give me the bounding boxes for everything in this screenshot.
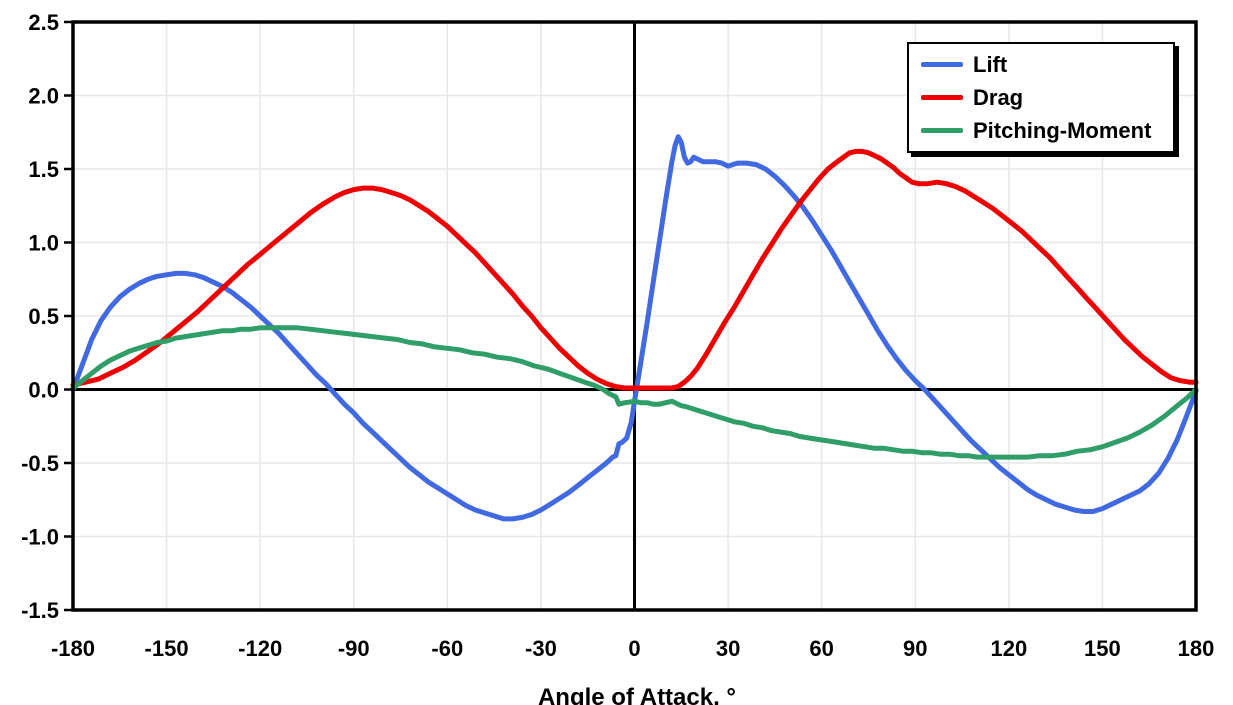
x-tick-label: 30: [716, 636, 740, 661]
y-tick-label: 0.0: [28, 378, 59, 403]
x-tick-label: 90: [903, 636, 927, 661]
legend-item-drag: Drag: [921, 84, 1173, 110]
x-tick-label: 150: [1084, 636, 1121, 661]
y-tick-label: 1.5: [28, 157, 59, 182]
y-tick-label: 2.5: [28, 10, 59, 35]
x-axis-label: Angle of Attack, °: [537, 684, 737, 705]
y-tick-label: 2.0: [28, 84, 59, 109]
x-tick-label: 120: [990, 636, 1027, 661]
x-tick-label: -180: [51, 636, 95, 661]
legend-label-pitching-moment: Pitching-Moment: [973, 117, 1152, 143]
x-tick-label: -120: [238, 636, 282, 661]
legend-swatch-pitching-moment: [921, 128, 963, 133]
y-tick-label: 1.0: [28, 231, 59, 256]
y-tick-label: 0.5: [28, 304, 59, 329]
x-tick-label: -30: [525, 636, 557, 661]
legend-item-pitching-moment: Pitching-Moment: [921, 117, 1173, 143]
legend-swatch-lift: [921, 62, 963, 67]
x-tick-label: -60: [431, 636, 463, 661]
y-tick-label: -1.0: [21, 525, 59, 550]
legend-item-lift: Lift: [921, 51, 1173, 77]
curve-pitching-moment: [70, 325, 1199, 460]
curve-drag: [70, 148, 1199, 391]
legend: Lift Drag Pitching-Moment: [907, 42, 1175, 153]
legend-label-drag: Drag: [973, 84, 1024, 110]
x-tick-label: 180: [1178, 636, 1215, 661]
y-tick-label: -1.5: [21, 598, 59, 623]
legend-label-lift: Lift: [973, 51, 1008, 77]
x-tick-label: -90: [338, 636, 370, 661]
legend-swatch-drag: [921, 95, 963, 100]
y-tick-label: -0.5: [21, 451, 59, 476]
x-tick-label: 60: [809, 636, 833, 661]
x-tick-label: -150: [145, 636, 189, 661]
x-tick-label: 0: [628, 636, 640, 661]
